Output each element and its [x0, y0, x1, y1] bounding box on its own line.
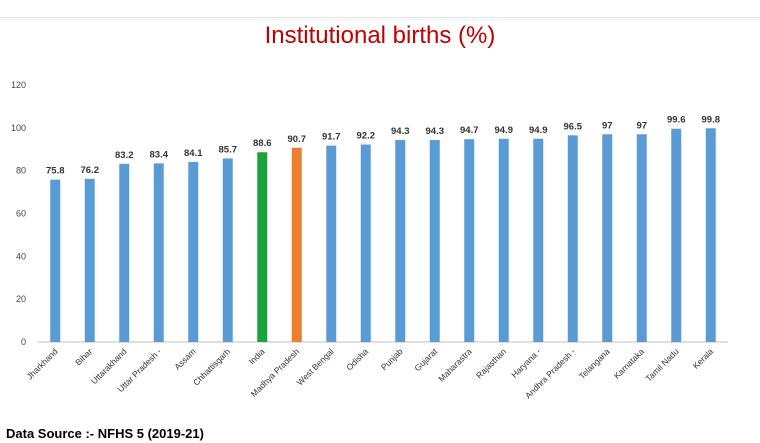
data-label: 76.2	[81, 165, 100, 176]
bar	[326, 145, 337, 342]
data-label: 84.1	[184, 148, 203, 159]
x-tick-label: Telangana	[577, 346, 612, 381]
x-tick-label: Odisha	[344, 346, 370, 372]
bar	[395, 140, 406, 342]
data-label: 75.8	[46, 166, 65, 177]
bar	[429, 140, 440, 342]
data-label: 97	[636, 120, 647, 131]
x-tick-label: Rajasthan	[474, 346, 508, 380]
bar	[257, 152, 268, 342]
chart-title: Institutional births (%)	[264, 22, 496, 49]
x-tick-label: Karnataka	[612, 346, 647, 381]
data-label: 94.3	[391, 126, 410, 137]
bar	[50, 179, 61, 342]
x-tick-label: Kerala	[691, 346, 716, 371]
bar	[464, 139, 475, 342]
data-label: 94.3	[426, 126, 445, 137]
data-label: 83.4	[150, 149, 169, 160]
y-tick-label: 120	[11, 80, 26, 90]
x-tick-label: Punjab	[379, 346, 405, 372]
data-label: 94.9	[495, 125, 514, 136]
top-rule	[0, 17, 760, 18]
bar	[636, 134, 647, 342]
y-tick-label: 80	[16, 166, 26, 176]
data-label: 88.6	[253, 138, 272, 149]
data-label: 83.2	[115, 150, 134, 161]
data-label: 94.9	[529, 125, 548, 136]
bar	[498, 138, 509, 342]
y-tick-label: 100	[11, 123, 26, 133]
bar	[84, 178, 95, 342]
x-tick-label: India	[247, 346, 267, 366]
top-rule-secondary	[0, 19, 760, 20]
bar	[567, 135, 578, 342]
data-label: 97	[602, 120, 613, 131]
bar	[119, 163, 130, 342]
bar	[671, 128, 682, 342]
x-tick-label: Maharastra	[436, 346, 474, 384]
data-label: 96.5	[564, 121, 583, 132]
data-label: 92.2	[357, 131, 376, 142]
data-label: 85.7	[219, 144, 238, 155]
bar	[188, 161, 199, 342]
bar	[533, 138, 544, 342]
x-tick-label: Chhattisgarh	[191, 346, 232, 387]
data-source-note: Data Source :- NFHS 5 (2019-21)	[6, 426, 204, 441]
x-tick-label: Bihar	[73, 346, 94, 367]
x-tick-label: Jharkhand	[25, 346, 60, 381]
data-label: 91.7	[322, 132, 341, 143]
bar	[602, 134, 613, 342]
bar	[153, 163, 164, 342]
x-tick-label: Tamil Nadu	[644, 346, 681, 383]
y-tick-label: 60	[16, 209, 26, 219]
data-label: 94.7	[460, 125, 479, 136]
y-tick-label: 40	[16, 251, 26, 261]
y-tick-label: 0	[21, 337, 26, 347]
x-tick-label: West Bengal	[295, 346, 336, 387]
bar	[705, 128, 716, 342]
data-label: 99.6	[667, 115, 686, 126]
x-tick-label: Gujarat	[412, 346, 439, 373]
bar	[291, 147, 302, 342]
x-tick-label: Haryana -	[509, 346, 543, 380]
bar	[222, 158, 233, 342]
data-label: 99.8	[702, 114, 721, 125]
x-tick-label: Assam	[172, 346, 197, 371]
data-label: 90.7	[288, 134, 307, 145]
bar	[360, 144, 371, 342]
y-tick-label: 20	[16, 294, 26, 304]
